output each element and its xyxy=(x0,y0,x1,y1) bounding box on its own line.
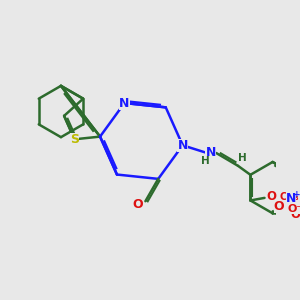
Text: CH₃: CH₃ xyxy=(279,192,299,202)
Text: S: S xyxy=(70,133,79,146)
Text: O: O xyxy=(274,200,284,213)
Text: +: + xyxy=(293,190,300,199)
Text: O: O xyxy=(133,198,143,212)
Text: O⁻: O⁻ xyxy=(287,204,300,214)
Text: N: N xyxy=(119,97,130,110)
Text: O: O xyxy=(290,208,300,221)
Text: N: N xyxy=(286,192,296,205)
Text: O: O xyxy=(266,190,276,203)
Text: H: H xyxy=(201,156,210,166)
Text: N: N xyxy=(178,139,188,152)
Text: H: H xyxy=(238,153,247,163)
Text: N: N xyxy=(206,146,216,160)
